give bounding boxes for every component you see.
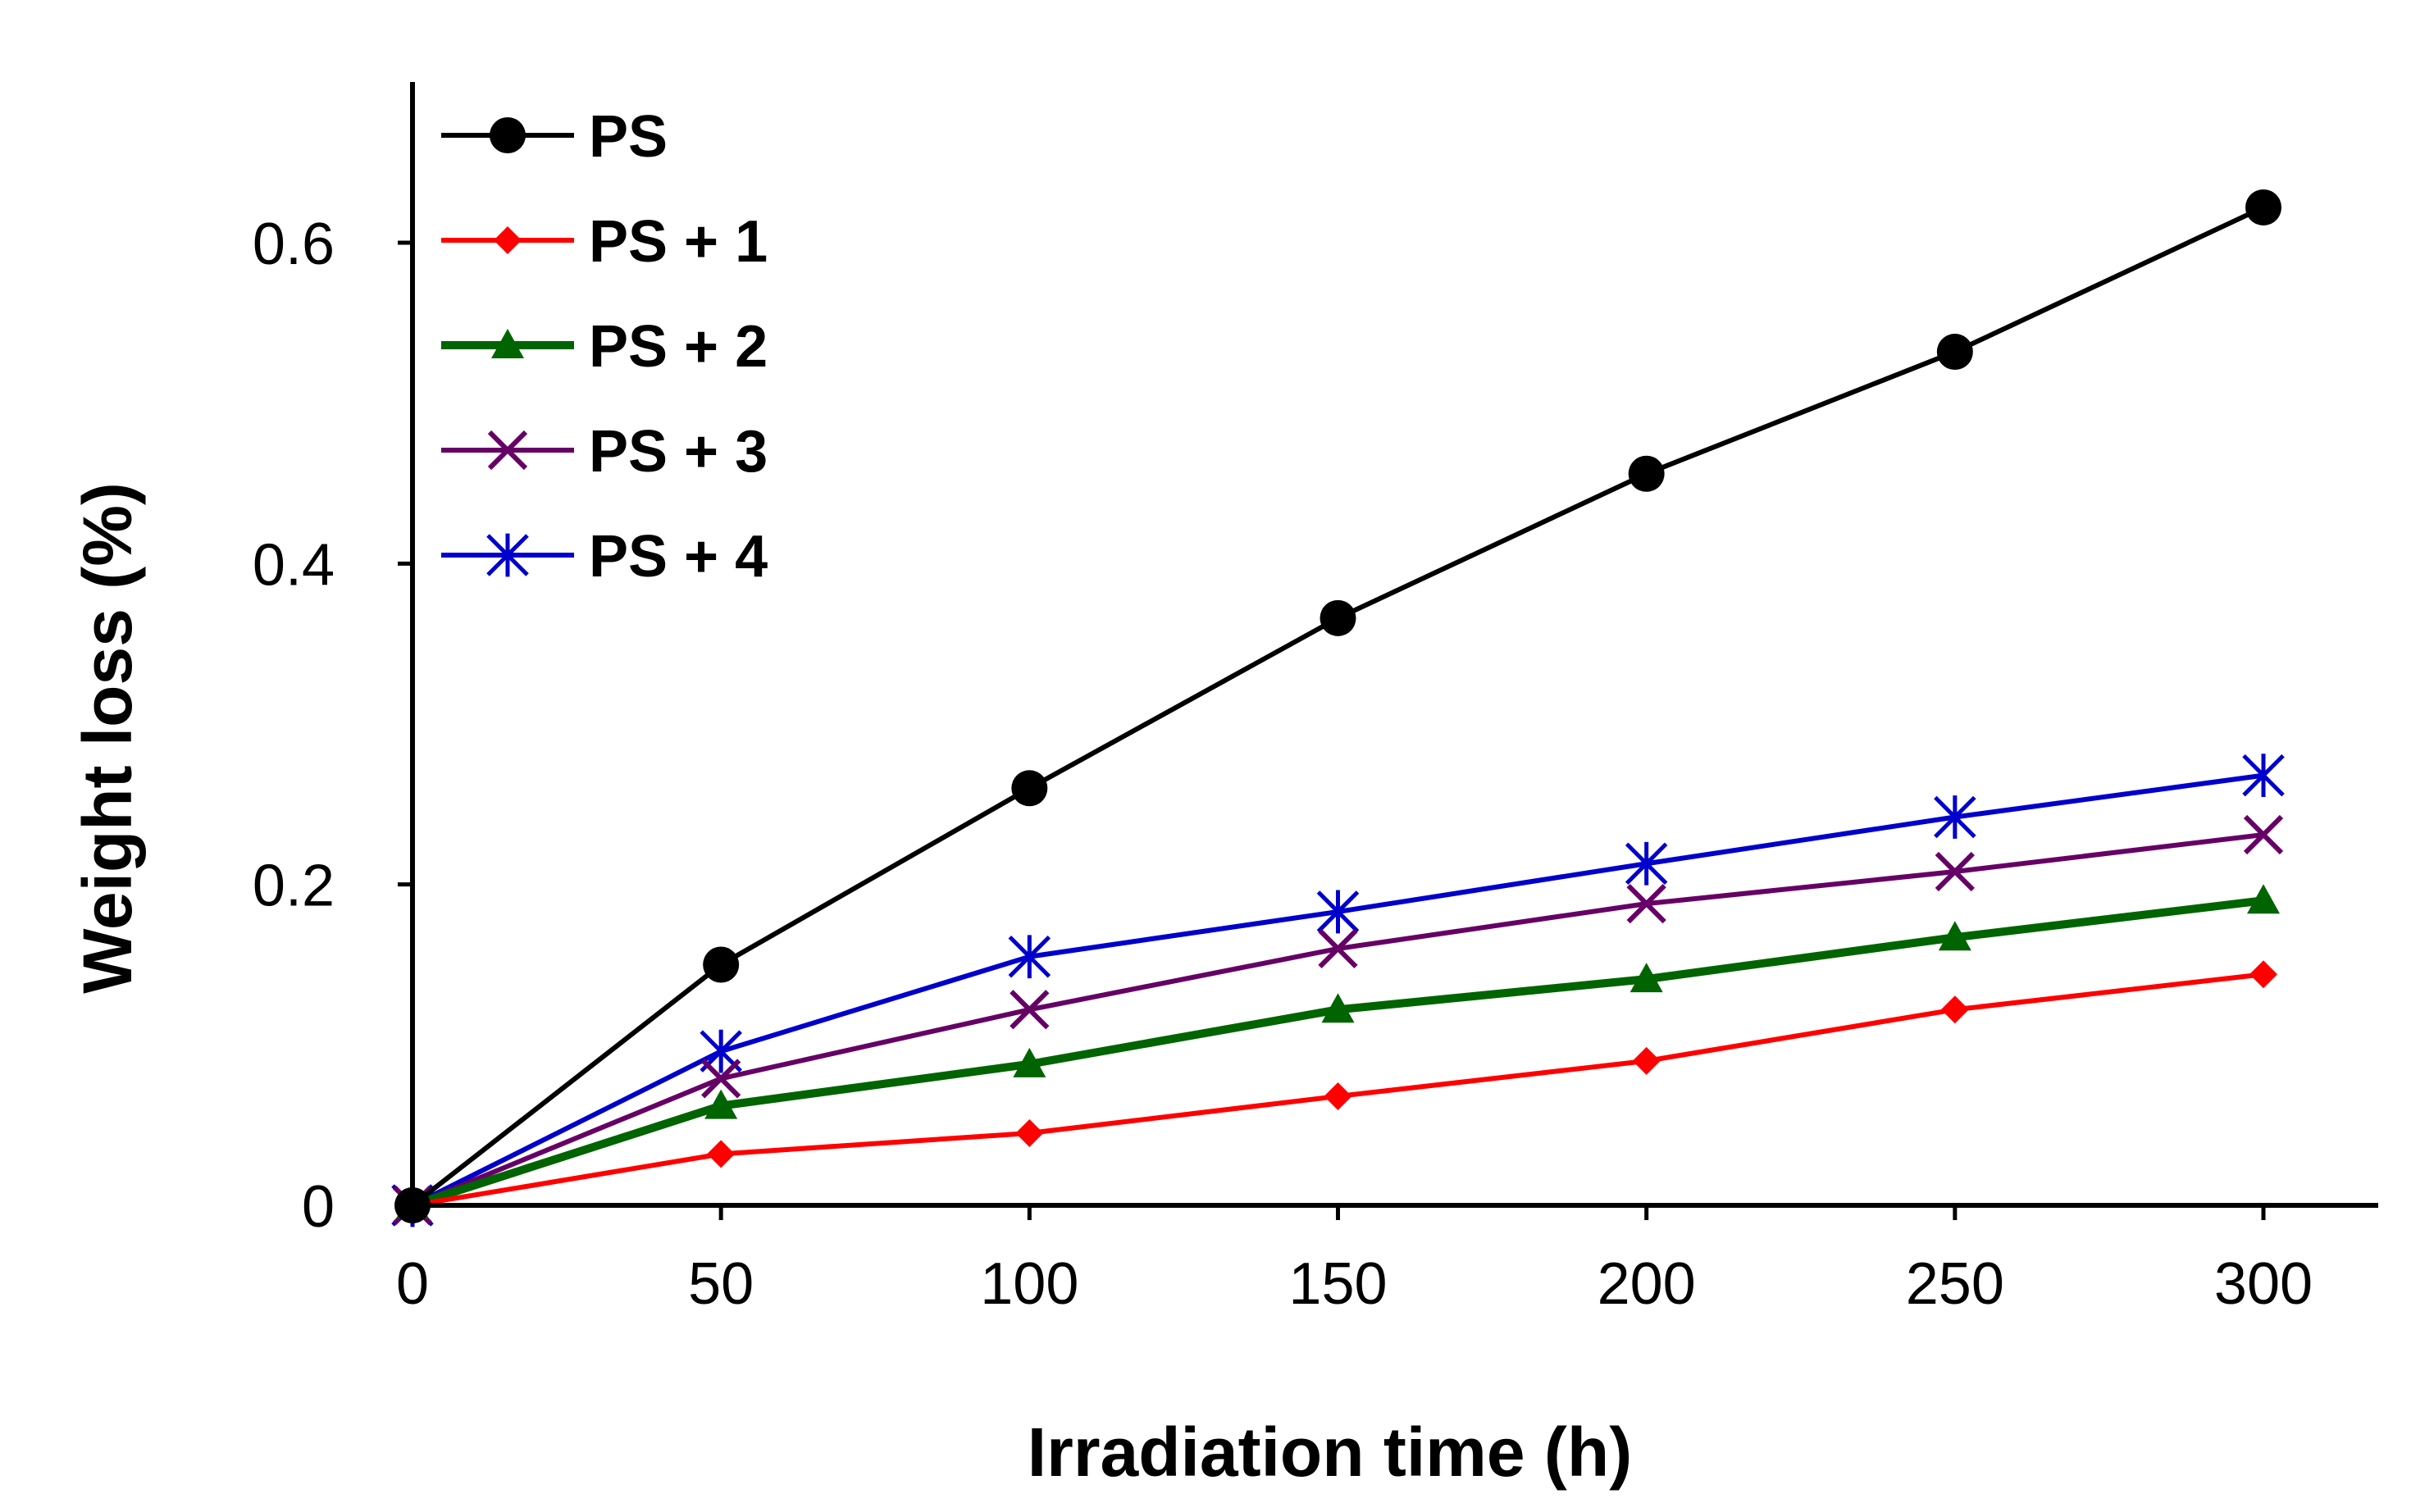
legend-label: PS + 2 bbox=[589, 314, 768, 380]
x-tick-label: 50 bbox=[688, 1251, 754, 1317]
x-tick-label: 300 bbox=[2214, 1251, 2313, 1317]
data-point bbox=[2247, 884, 2280, 914]
data-point bbox=[1625, 841, 1668, 886]
data-point bbox=[1008, 935, 1051, 979]
data-point bbox=[1626, 884, 1666, 924]
x-tick-label: 250 bbox=[1906, 1251, 2004, 1317]
data-point bbox=[1628, 455, 1665, 492]
legend-marker bbox=[491, 329, 524, 358]
legend-label: PS + 3 bbox=[589, 419, 768, 485]
x-tick-label: 100 bbox=[980, 1251, 1078, 1317]
data-point bbox=[1630, 963, 1663, 993]
x-tick-label: 150 bbox=[1288, 1251, 1387, 1317]
data-point bbox=[704, 1089, 738, 1119]
data-point bbox=[707, 1140, 736, 1168]
y-tick-label: 0 bbox=[302, 1174, 335, 1240]
data-point bbox=[2245, 189, 2281, 225]
y-tick-label: 0.2 bbox=[253, 854, 335, 919]
data-point bbox=[1316, 890, 1360, 934]
data-point bbox=[1938, 921, 1971, 951]
data-point bbox=[1010, 990, 1050, 1030]
legend-label: PS + 1 bbox=[589, 209, 768, 275]
legend-label: PS + 4 bbox=[589, 524, 768, 590]
legend-marker bbox=[494, 226, 522, 254]
data-point bbox=[1324, 1082, 1352, 1110]
data-point bbox=[1940, 995, 1969, 1024]
data-point bbox=[1011, 770, 1048, 807]
data-point bbox=[1935, 851, 1975, 892]
series-4 bbox=[391, 754, 2285, 1227]
data-point bbox=[2242, 754, 2285, 798]
legend-marker bbox=[490, 117, 526, 153]
data-point bbox=[701, 1059, 741, 1099]
legend-item: PS + 2 bbox=[441, 314, 768, 380]
legend-item: PS + 3 bbox=[441, 419, 768, 485]
data-point bbox=[2243, 814, 2284, 855]
series-2 bbox=[396, 884, 2280, 1218]
legend-item: PS + 1 bbox=[441, 209, 768, 275]
x-tick-label: 200 bbox=[1598, 1251, 1696, 1317]
x-axis-ticks: 0 50 100 150 200 250 300 bbox=[396, 1205, 2313, 1317]
legend-item: PS bbox=[441, 104, 668, 170]
y-axis-title: Weight loss (%) bbox=[69, 482, 146, 994]
data-point bbox=[1320, 599, 1356, 636]
legend-marker bbox=[486, 533, 529, 577]
series-layer bbox=[391, 189, 2285, 1227]
data-point bbox=[1321, 993, 1355, 1023]
data-point bbox=[1936, 334, 1973, 371]
legend-label: PS bbox=[589, 104, 668, 170]
data-point bbox=[1013, 1047, 1046, 1077]
data-point bbox=[1934, 795, 1976, 839]
y-tick-label: 0.6 bbox=[253, 212, 335, 277]
legend-item: PS + 4 bbox=[441, 524, 768, 590]
data-point bbox=[1632, 1046, 1661, 1075]
y-tick-label: 0.4 bbox=[253, 532, 335, 598]
x-axis-title: Irradiation time (h) bbox=[1028, 1414, 1632, 1491]
data-point bbox=[1015, 1118, 1044, 1147]
axes: 0 50 100 150 200 250 300 0 0.2 0.4 0.6 bbox=[253, 82, 2378, 1317]
legend-marker bbox=[487, 430, 528, 471]
series-0 bbox=[394, 189, 2281, 1223]
legend: PS PS + 1 PS + 2 PS + 3 PS + 4 bbox=[441, 104, 768, 590]
data-point bbox=[2249, 960, 2277, 989]
y-axis-ticks: 0 0.2 0.4 0.6 bbox=[253, 212, 413, 1240]
x-tick-label: 0 bbox=[396, 1251, 429, 1317]
data-point bbox=[703, 946, 740, 983]
data-point bbox=[1318, 928, 1358, 969]
